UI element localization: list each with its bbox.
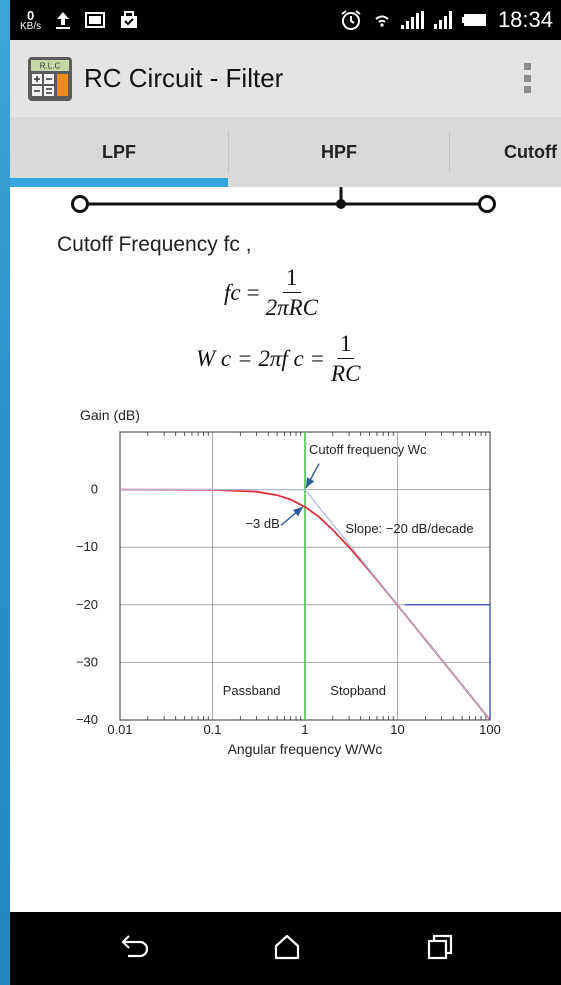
y-tick-label: −20 <box>76 597 98 612</box>
annotation-label: Slope: −20 dB/decade <box>345 521 473 536</box>
x-tick-label: 10 <box>390 722 404 737</box>
y-tick-label: 0 <box>91 482 98 497</box>
formula-wc-numerator: 1 <box>336 331 355 359</box>
briefcase-icon <box>121 11 138 28</box>
formula-fc-lhs: fc <box>224 280 241 305</box>
formula-fc-denominator: 2πRC <box>265 295 319 320</box>
network-speed: 0 KB/s <box>20 7 42 32</box>
network-speed-unit: KB/s <box>20 20 42 32</box>
asymptote-line <box>120 488 491 721</box>
cutoff-description: Cutoff Frequency fc , <box>57 233 252 256</box>
formula-wc-lhs: W c <box>196 346 232 371</box>
formula-fc: fc = 1 2πRC <box>224 265 318 321</box>
overflow-menu-icon[interactable] <box>523 63 531 93</box>
slope-marker <box>404 604 491 720</box>
formula-fc-fraction: 1 2πRC <box>266 265 318 321</box>
x-tick-label: 100 <box>479 722 501 737</box>
formula-wc: W c = 2πf c = 1 RC <box>196 331 360 387</box>
tab-cutoff[interactable]: Cutoff <box>504 142 557 162</box>
plot-ticks: 0.01 0.1 1 10 100 0 −10 −20 −30 −40 <box>76 432 501 737</box>
app-title: RC Circuit - Filter <box>84 63 284 93</box>
x-axis-label: Angular frequency W/Wc <box>228 741 383 757</box>
alarm-icon <box>341 10 361 30</box>
y-tick-label: −30 <box>76 654 98 669</box>
minus3db-arrow <box>280 506 304 526</box>
status-bar: 0 KB/s <box>10 0 561 40</box>
formula-fc-numerator: 1 <box>283 265 301 293</box>
annotation-label: Stopband <box>330 683 386 698</box>
y-tick-label: −40 <box>76 712 98 727</box>
y-tick-label: −10 <box>76 539 98 554</box>
content-area: Cutoff Frequency fc , fc = 1 2πRC W c = … <box>10 187 561 912</box>
back-icon[interactable] <box>118 932 152 962</box>
clock: 18:34 <box>497 7 553 32</box>
navigation-bar <box>10 912 561 985</box>
app-icon-label: R.L.C <box>40 62 61 71</box>
signal-icon <box>433 11 452 29</box>
circuit-diagram <box>71 187 496 213</box>
tab-hpf[interactable]: HPF <box>321 142 357 162</box>
plot-labels: Gain (dB) Angular frequency W/Wc <box>80 407 382 757</box>
plot-annotations: Cutoff frequency Wc −3 dB Slope: −20 dB/de… <box>223 442 474 698</box>
annotation-label: −3 dB <box>245 516 279 531</box>
wifi-icon <box>375 15 389 27</box>
bode-plot: 0.01 0.1 1 10 100 0 −10 −20 −30 −40 Cutoff freque… <box>76 407 501 757</box>
app-icon: R.L.C <box>28 57 72 101</box>
x-tick-label: 1 <box>301 722 308 737</box>
x-tick-label: 0.1 <box>203 722 221 737</box>
gallery-icon <box>85 12 106 28</box>
home-icon[interactable] <box>272 932 302 962</box>
formula-wc-mid: = 2πf c = <box>237 346 326 371</box>
plot-series <box>119 432 491 721</box>
network-speed-value: 0 <box>26 7 35 23</box>
formula-fc-eq: = <box>246 280 260 305</box>
annotation-label: Cutoff frequency Wc <box>309 442 427 457</box>
annotation-label: Passband <box>223 683 281 698</box>
x-tick-label: 0.01 <box>107 722 132 737</box>
cutoff-arrow <box>305 463 320 489</box>
recent-apps-icon[interactable] <box>425 932 455 962</box>
screen: 0 KB/s <box>10 0 561 985</box>
upload-icon <box>56 12 71 29</box>
formula-wc-fraction: 1 RC <box>331 331 360 387</box>
signal-icon <box>400 11 424 29</box>
tab-lpf[interactable]: LPF <box>102 142 136 162</box>
selected-tab-indicator <box>10 178 228 187</box>
tab-bar: LPF HPF Cutoff <box>10 117 561 187</box>
action-bar: R.L.C RC Circuit - Filter <box>10 40 561 117</box>
formula-wc-denominator: RC <box>331 361 361 386</box>
y-axis-label: Gain (dB) <box>80 407 140 423</box>
battery-icon <box>461 14 486 26</box>
